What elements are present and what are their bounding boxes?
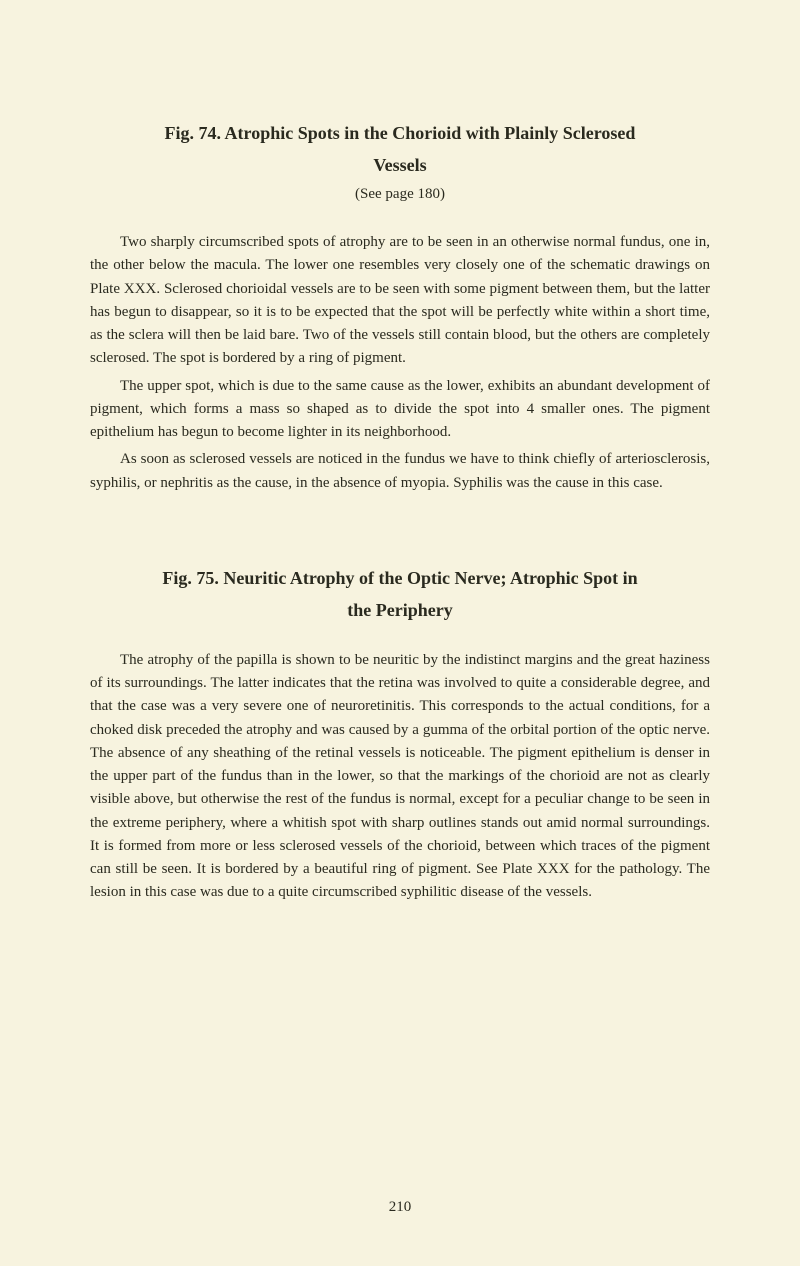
page-number: 210	[0, 1199, 800, 1216]
fig74-para1: Two sharply circumscribed spots of atrop…	[90, 231, 710, 371]
fig74-see-page: (See page 180)	[90, 186, 710, 203]
figure-74-section: Fig. 74. Atrophic Spots in the Chorioid …	[90, 120, 710, 495]
fig74-para3: As soon as sclerosed vessels are noticed…	[90, 448, 710, 495]
fig74-title-line2: Vessels	[90, 155, 710, 176]
figure-75-section: Fig. 75. Neuritic Atrophy of the Optic N…	[90, 565, 710, 905]
fig75-para1: The atrophy of the papilla is shown to b…	[90, 649, 710, 905]
fig75-title-line1: Fig. 75. Neuritic Atrophy of the Optic N…	[90, 565, 710, 592]
fig74-title-line1: Fig. 74. Atrophic Spots in the Chorioid …	[90, 120, 710, 147]
fig75-title-line2: the Periphery	[90, 600, 710, 621]
fig74-para2: The upper spot, which is due to the same…	[90, 375, 710, 445]
